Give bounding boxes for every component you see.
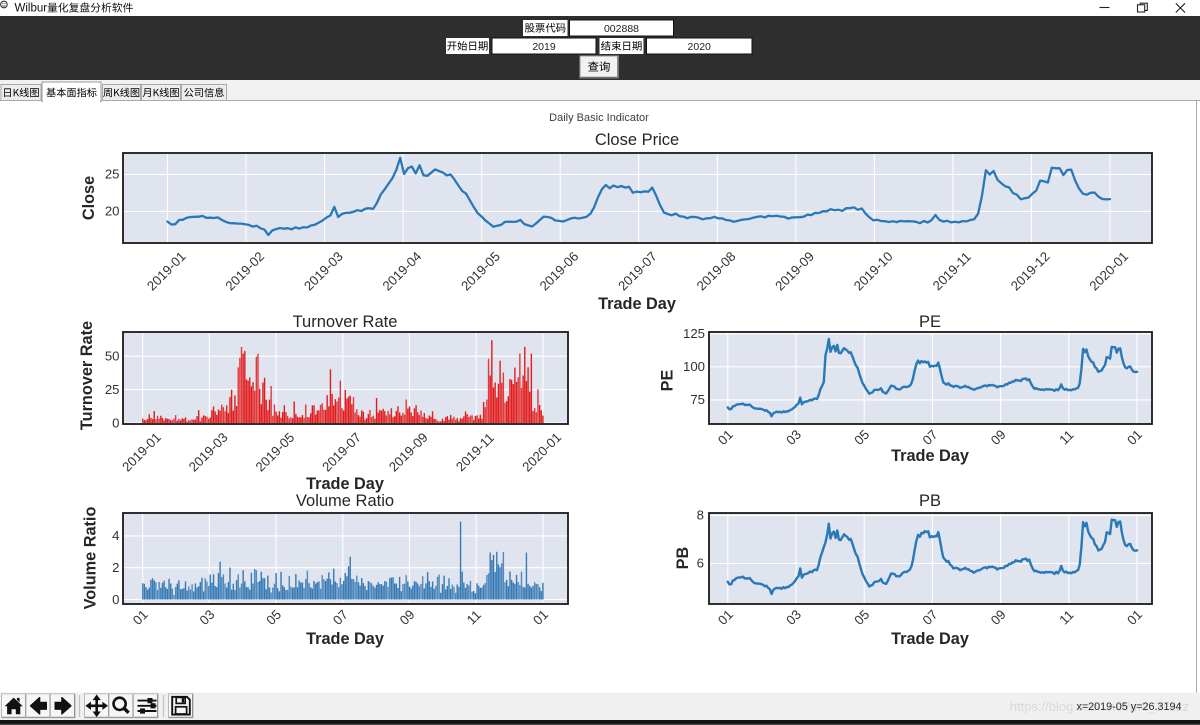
svg-text:0: 0 bbox=[112, 592, 119, 607]
svg-text:100: 100 bbox=[683, 359, 705, 374]
svg-text:75: 75 bbox=[690, 392, 705, 407]
svg-text:PB: PB bbox=[674, 546, 692, 569]
svg-text:2020: 2020 bbox=[688, 41, 712, 53]
svg-text:Daily Basic Indicator: Daily Basic Indicator bbox=[549, 112, 649, 124]
svg-text:8: 8 bbox=[697, 508, 704, 523]
svg-text:6: 6 bbox=[697, 556, 704, 571]
svg-text:Turnover Rate: Turnover Rate bbox=[293, 313, 398, 331]
svg-text:002888: 002888 bbox=[604, 23, 639, 35]
svg-text:Trade Day: Trade Day bbox=[891, 630, 969, 648]
svg-text:PE: PE bbox=[919, 313, 941, 331]
svg-text:4: 4 bbox=[112, 528, 119, 543]
svg-text:0: 0 bbox=[112, 416, 119, 431]
svg-text:2019: 2019 bbox=[532, 41, 556, 53]
svg-text:Volume Ratio: Volume Ratio bbox=[82, 507, 100, 610]
svg-text:https://blog.csdn.net/m0_37zzz: https://blog.csdn.net/m0_37zzz bbox=[1010, 699, 1189, 714]
svg-text:Turnover Rate: Turnover Rate bbox=[78, 321, 96, 430]
svg-text:Trade Day: Trade Day bbox=[891, 447, 969, 465]
svg-text:125: 125 bbox=[683, 326, 705, 341]
svg-text:x=2019-05 y=26.3194: x=2019-05 y=26.3194 bbox=[1076, 701, 1181, 713]
svg-text:Trade Day: Trade Day bbox=[306, 630, 384, 648]
svg-text:PB: PB bbox=[919, 492, 941, 510]
svg-text:25: 25 bbox=[105, 382, 120, 397]
svg-text:Close: Close bbox=[80, 176, 98, 220]
svg-text:Volume Ratio: Volume Ratio bbox=[296, 492, 394, 510]
svg-text:20: 20 bbox=[105, 204, 120, 219]
svg-text:2: 2 bbox=[112, 560, 119, 575]
svg-text:50: 50 bbox=[105, 349, 120, 364]
svg-text:Trade Day: Trade Day bbox=[306, 475, 384, 493]
svg-text:PE: PE bbox=[659, 370, 677, 392]
svg-text:25: 25 bbox=[105, 167, 120, 182]
svg-text:Wilbur: Wilbur bbox=[15, 3, 48, 15]
svg-text:Close Price: Close Price bbox=[595, 131, 679, 149]
svg-text:Trade Day: Trade Day bbox=[598, 295, 676, 313]
